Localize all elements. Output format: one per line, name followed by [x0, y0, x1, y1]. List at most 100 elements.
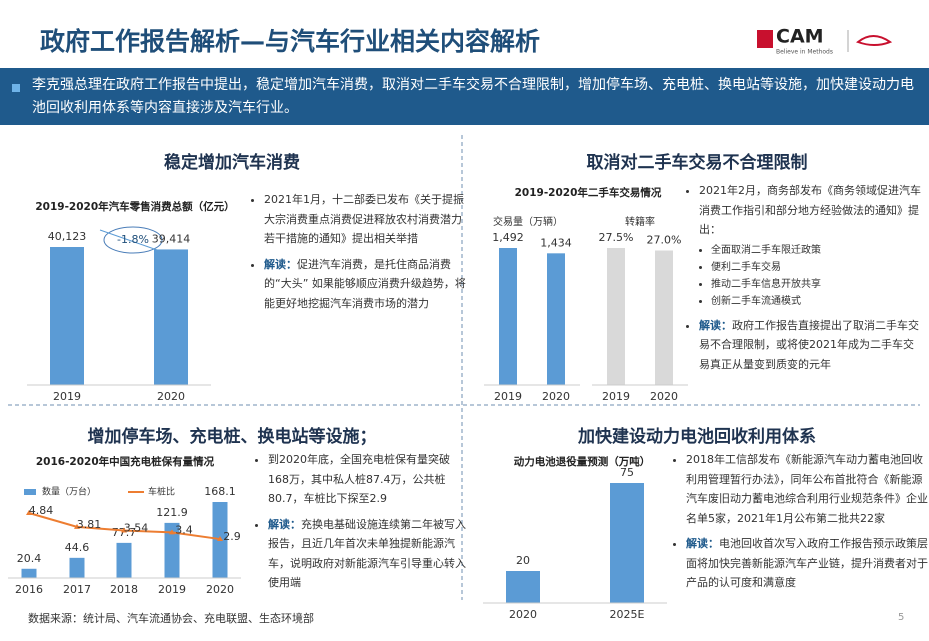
bar	[21, 568, 37, 578]
bullet: 解读：充换电基础设施连续第二年被写入报告，且近几年首次未单独提新能源汽车，说明政…	[268, 515, 470, 593]
bar	[154, 249, 188, 385]
value-label: 1,492	[492, 231, 524, 244]
value-label: 39,414	[152, 232, 191, 245]
sub-item: 创新二手车流通模式	[711, 293, 924, 310]
intro: 李克强总理在政府工作报告中提出，稳定增加汽车消费，取消对二手车交易不合理限制，增…	[32, 77, 914, 116]
x-tick-label: 2020	[509, 608, 537, 621]
x-tick-label: 2019	[53, 390, 81, 403]
legend-label: 车桩比	[148, 486, 175, 498]
chart-title: 2019-2020年汽车零售消费总额（亿元）	[35, 200, 234, 213]
x-tick-label: 2019	[602, 390, 630, 403]
section-heading: 加快建设动力电池回收利用体系	[578, 427, 816, 447]
x-tick-label: 2018	[110, 583, 138, 596]
value-label: 168.1	[204, 485, 236, 498]
chart-title: 2019-2020年二手车交易情况	[515, 186, 662, 199]
bullet-list: 2021年2月，商务部发布《商务领域促进汽车消费工作指引和部分地方经验做法的通知…	[687, 181, 924, 380]
value-label: 2.9	[223, 530, 241, 543]
bullet-text: 2018年工信部发布《新能源汽车动力蓄电池回收利用管理暂行办法》，同年公布首批符…	[686, 453, 928, 525]
legend-swatch	[24, 489, 36, 495]
value-label: 121.9	[156, 506, 188, 519]
bullet-list: 到2020年底，全国充电桩保有量突破168万，其中私人桩87.4万，公共桩80.…	[256, 450, 470, 599]
banner	[0, 68, 929, 125]
x-tick-label: 2025E	[610, 608, 645, 621]
x-tick-label: 2016	[15, 583, 43, 596]
bullet: 2021年2月，商务部发布《商务领域促进汽车消费工作指引和部分地方经验做法的通知…	[699, 181, 924, 310]
bullet-label: 解读：	[268, 517, 301, 531]
bullet-text: 2021年2月，商务部发布《商务领域促进汽车消费工作指引和部分地方经验做法的通知…	[699, 184, 921, 236]
bullet: 2018年工信部发布《新能源汽车动力蓄电池回收利用管理暂行办法》，同年公布首批符…	[686, 450, 929, 528]
marker	[121, 527, 127, 533]
source: 数据来源：统计局、汽车流通协会、充电联盟、生态环境部	[28, 612, 314, 625]
bar	[164, 522, 180, 578]
value-label: 1,434	[540, 236, 572, 249]
logo-car	[855, 35, 893, 46]
value-label: 44.6	[65, 541, 90, 554]
bullet-text: 政府工作报告直接提出了取消二手车交易不合理限制，或将使2021年成为二手车交易真…	[699, 318, 919, 371]
chart-title: 动力电池退役量预测（万吨）	[514, 455, 651, 468]
bullet: 解读：促进汽车消费，是托住商品消费的“大头” 如果能够顺应消费升级趋势，将能更好…	[264, 255, 469, 314]
value-label: 3.54	[124, 521, 149, 534]
marker	[217, 536, 223, 542]
logo: CAM	[776, 26, 824, 48]
bar	[547, 253, 565, 385]
value-label: 40,123	[48, 230, 87, 243]
section-heading: 增加停车场、充电桩、换电站等设施；	[87, 427, 377, 447]
bar	[116, 542, 132, 578]
marker	[169, 529, 175, 535]
x-tick-label: 2020	[157, 390, 185, 403]
bar	[50, 247, 84, 385]
bullet: 解读：电池回收首次写入政府工作报告预示政策层面将加快完善新能源汽车产业链，提升消…	[686, 534, 929, 593]
value-label: 27.0%	[647, 233, 682, 246]
bullet: 到2020年底，全国充电桩保有量突破168万，其中私人桩87.4万，公共桩80.…	[268, 450, 470, 509]
value-label: 27.5%	[599, 231, 634, 244]
panel-label: 交易量（万辆）	[493, 215, 563, 228]
bar	[607, 248, 625, 385]
legend-label: 数量（万台）	[42, 486, 96, 498]
marker	[26, 510, 32, 515]
sub-list: 全面取消二手车限迁政策便利二手车交易推动二手车信息开放共享创新二手车流通模式	[699, 242, 924, 310]
bullet-label: 解读：	[686, 537, 719, 550]
panel-label: 转籍率	[625, 215, 655, 228]
bar	[610, 483, 644, 603]
bar	[69, 557, 85, 578]
x-tick-label: 2020	[650, 390, 678, 403]
x-tick-label: 2020	[542, 390, 570, 403]
page-title: 政府工作报告解析—与汽车行业相关内容解析	[40, 27, 541, 56]
bullet-label: 解读：	[264, 257, 297, 271]
marker	[74, 523, 80, 529]
x-tick-label: 2017	[63, 583, 91, 596]
logo-mark	[757, 30, 773, 48]
bullet: 2021年1月，十二部委已发布《关于提振大宗消费重点消费促进释放农村消费潜力若干…	[264, 190, 469, 249]
x-tick-label: 2019	[158, 583, 186, 596]
value-label: 3.81	[77, 518, 102, 531]
bullet-list: 2018年工信部发布《新能源汽车动力蓄电池回收利用管理暂行办法》，同年公布首批符…	[674, 450, 929, 599]
value-label: 20	[516, 554, 530, 567]
banner-bullet	[12, 84, 20, 92]
bullet: 解读：政府工作报告直接提出了取消二手车交易不合理限制，或将使2021年成为二手车…	[699, 316, 924, 375]
bullet-list: 2021年1月，十二部委已发布《关于提振大宗消费重点消费促进释放农村消费潜力若干…	[252, 190, 469, 319]
page-number: 5	[898, 612, 905, 623]
sub-item: 推动二手车信息开放共享	[711, 276, 924, 293]
bar	[506, 571, 540, 603]
bullet-text: 促进汽车消费，是托住商品消费的“大头” 如果能够顺应消费升级趋势，将能更好地挖掘…	[264, 257, 466, 310]
bullet-text: 充换电基础设施连续第二年被写入报告，且近几年首次未单独提新能源汽车，说明政府对新…	[268, 517, 466, 590]
value-label: 20.4	[17, 552, 42, 565]
x-tick-label: 2020	[206, 583, 234, 596]
value-label: 4.84	[29, 504, 54, 517]
bar	[655, 250, 673, 385]
bullet-text: 电池回收首次写入政府工作报告预示政策层面将加快完善新能源汽车产业链，提升消费者对…	[686, 537, 928, 589]
sub-item: 全面取消二手车限迁政策	[711, 242, 924, 259]
logo-tagline: Believe in Methods	[776, 49, 833, 56]
bullet-text: 2021年1月，十二部委已发布《关于提振大宗消费重点消费促进释放农村消费潜力若干…	[264, 193, 464, 245]
x-tick-label: 2019	[494, 390, 522, 403]
sub-item: 便利二手车交易	[711, 259, 924, 276]
bullet-text: 到2020年底，全国充电桩保有量突破168万，其中私人桩87.4万，公共桩80.…	[268, 453, 450, 505]
chart-title: 2016-2020年中国充电桩保有量情况	[36, 455, 215, 468]
section-heading: 取消对二手车交易不合理限制	[586, 153, 808, 173]
annotation: -1.8%	[117, 233, 149, 246]
bar	[499, 248, 517, 385]
section-heading: 稳定增加汽车消费	[164, 153, 300, 173]
value-label: 3.4	[175, 523, 193, 536]
